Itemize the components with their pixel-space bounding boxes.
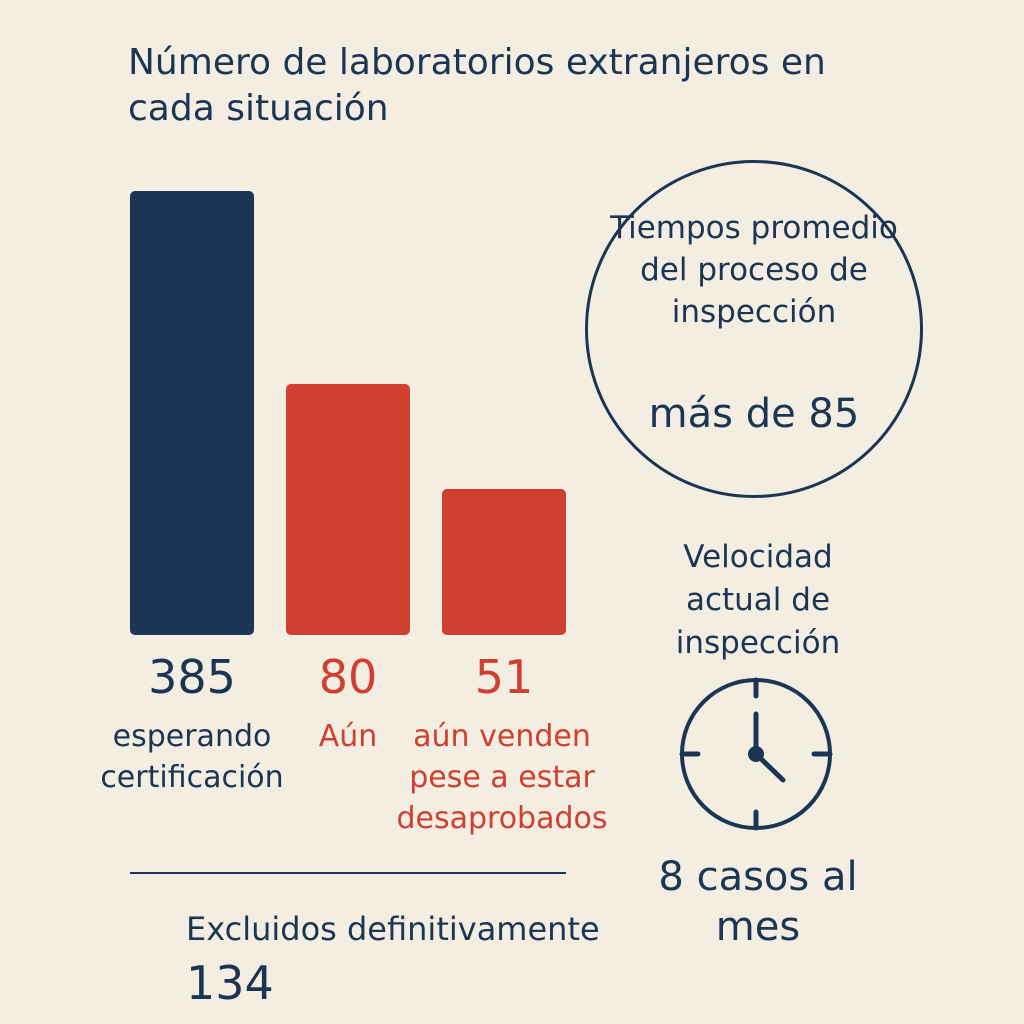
value-label-desaprobados: 51 [474, 650, 534, 704]
value-label-esperando: 385 [148, 650, 236, 704]
velocity-label: Velocidad actual de inspección [675, 539, 841, 661]
inspection-time-circle: Tiempos promedio del proceso de inspecci… [585, 160, 923, 498]
category-label-desaprobados: aún venden pese a estar desaprobados [396, 719, 608, 836]
divider [130, 872, 566, 874]
clock-icon [679, 677, 833, 831]
bar-aun [286, 384, 410, 635]
excluded-value: 134 [186, 956, 274, 1010]
category-label-aun: Aún [318, 719, 378, 754]
circle-value: más de 85 [648, 391, 860, 437]
chart-title: Número de laboratorios extranjeros en ca… [128, 42, 826, 129]
category-label-esperando: esperando certificación [100, 719, 284, 795]
bar-desaprobados [442, 489, 566, 635]
bar-esperando [130, 191, 254, 635]
circle-label: Tiempos promedio del proceso de inspecci… [610, 210, 898, 330]
value-label-aun: 80 [318, 650, 378, 704]
excluded-label: Excluidos definitivamente [186, 910, 600, 948]
velocity-value: 8 casos al mes [658, 854, 858, 950]
